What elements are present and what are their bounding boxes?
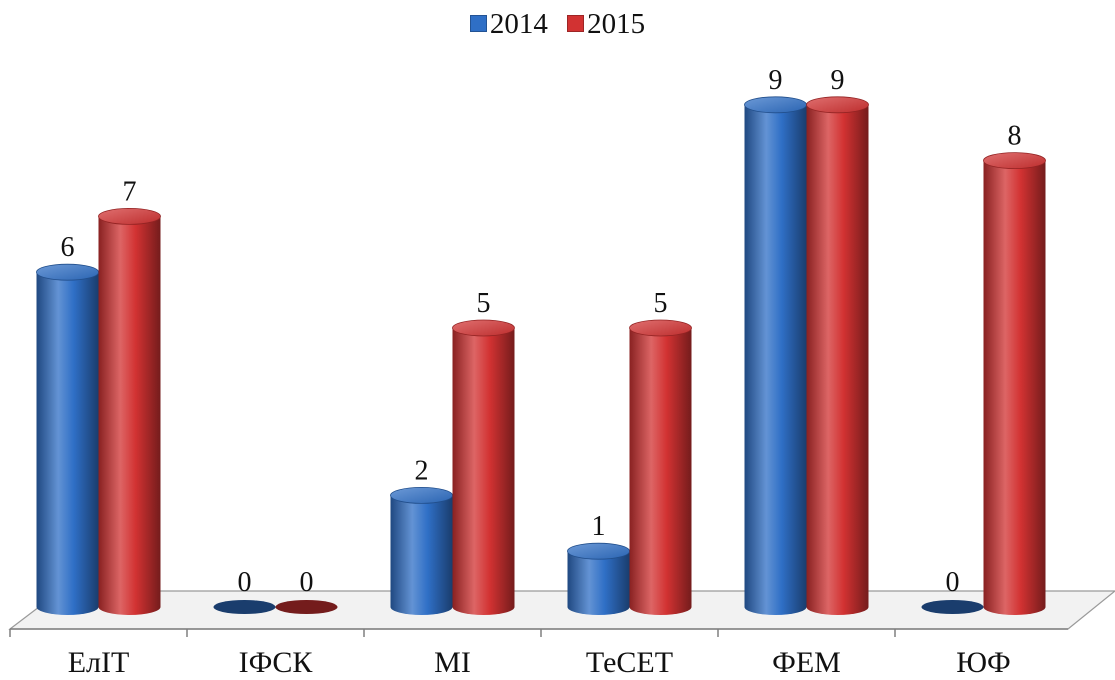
data-label: 5 xyxy=(654,288,668,319)
data-label: 2 xyxy=(415,455,429,486)
data-label: 7 xyxy=(123,176,137,207)
bar-top-2014-ТеСЕТ xyxy=(567,542,630,560)
data-label: 9 xyxy=(769,65,783,96)
x-tick-label: ФЕМ xyxy=(772,646,841,679)
bar-2015-ІФСК xyxy=(275,600,338,614)
data-label: 0 xyxy=(946,567,960,598)
legend-swatch-2014 xyxy=(469,15,487,32)
bar-2014-ІФСК xyxy=(213,600,276,614)
legend-item-2014: 2014 xyxy=(469,8,548,41)
bar-top-2014-ЕлІТ xyxy=(36,263,99,281)
bar-2015-ЕлІТ xyxy=(98,216,161,615)
bar-top-2015-МІ xyxy=(452,319,515,337)
data-label: 9 xyxy=(831,65,845,96)
bar-2014-МІ xyxy=(390,495,453,615)
x-tick-label: ІФСК xyxy=(239,646,314,679)
data-label: 8 xyxy=(1008,121,1022,152)
data-label: 5 xyxy=(477,288,491,319)
bar-2015-ЮФ xyxy=(983,160,1046,615)
x-tick-label: МІ xyxy=(434,646,471,679)
bar-2015-ФЕМ xyxy=(806,104,869,616)
bar-top-2015-ЕлІТ xyxy=(98,207,161,225)
bar-top-2015-ЮФ xyxy=(983,152,1046,170)
legend-label-2014: 2014 xyxy=(489,8,548,40)
legend-swatch-2015 xyxy=(567,15,585,32)
data-label: 6 xyxy=(61,232,75,263)
data-label: 1 xyxy=(592,511,606,542)
bar-top-2014-ФЕМ xyxy=(744,96,807,114)
x-axis: ЕлІТ ІФСК МІ ТеСЕТ ФЕМ ЮФ xyxy=(9,628,1068,679)
bar-2014-ТеСЕТ xyxy=(567,551,630,615)
bars xyxy=(36,96,1046,616)
data-label: 0 xyxy=(238,567,252,598)
data-label: 0 xyxy=(300,567,314,598)
value-labels: 6 7 0 0 2 5 1 5 9 9 0 8 xyxy=(61,65,1022,598)
bar-2015-МІ xyxy=(452,328,515,615)
legend-label-2015: 2015 xyxy=(587,8,646,40)
x-tick-label: ЮФ xyxy=(956,646,1011,679)
bar-2014-ЕлІТ xyxy=(36,272,99,615)
legend-item-2015: 2015 xyxy=(567,8,645,41)
bar-2015-ТеСЕТ xyxy=(629,328,692,615)
bar-top-2015-ТеСЕТ xyxy=(629,319,692,337)
bar-top-2014-МІ xyxy=(390,486,453,504)
legend: 2014 2015 xyxy=(0,8,1115,41)
bar-top-2015-ФЕМ xyxy=(806,96,869,114)
x-tick-label: ТеСЕТ xyxy=(586,646,673,679)
x-tick-label: ЕлІТ xyxy=(68,646,130,679)
bar-2014-ЮФ xyxy=(921,600,984,614)
bar-2014-ФЕМ xyxy=(744,104,807,616)
